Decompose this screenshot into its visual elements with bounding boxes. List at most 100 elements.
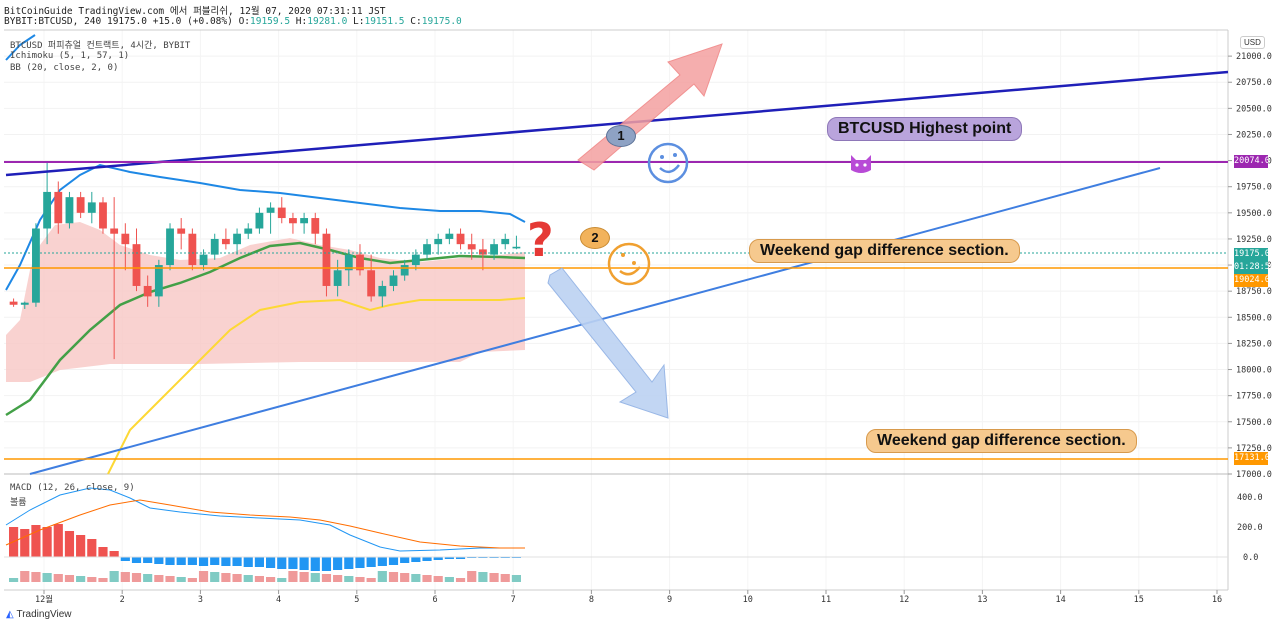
candle-body — [277, 207, 286, 219]
scenario-2-badge[interactable]: 2 — [580, 227, 610, 249]
x-tick-label: 16 — [1212, 595, 1222, 605]
candle-body — [87, 202, 96, 213]
volume-bar — [9, 578, 19, 582]
volume-bar — [277, 578, 287, 582]
bearish-arrow — [547, 267, 669, 419]
x-tick-label: 9 — [667, 595, 672, 605]
volume-bar — [299, 572, 309, 582]
candle-body — [266, 207, 275, 213]
volume-bar — [321, 574, 332, 582]
candle-body — [367, 270, 376, 297]
candle-body — [221, 238, 230, 245]
legend-macd[interactable]: MACD (12, 26, close, 9) — [10, 483, 135, 493]
y-tick-label: 20250.0 — [1236, 130, 1272, 140]
volume-bar — [254, 576, 264, 582]
candle-body — [154, 265, 163, 297]
y-tick-label: 18000.0 — [1236, 366, 1272, 376]
candle-body — [311, 218, 320, 234]
currency-button[interactable]: USD — [1240, 36, 1265, 49]
legend-ichimoku[interactable]: Ichimoku (5, 1, 57, 1) — [10, 51, 130, 61]
legend-volume[interactable]: 볼륨 — [10, 498, 27, 508]
price-label-gap-lower: 17131.0 — [1234, 452, 1270, 465]
macd-histogram-bar — [455, 557, 466, 559]
legend-title[interactable]: BTCUSD 퍼피츄얼 컨트랙트, 4시간, BYBIT — [10, 41, 191, 51]
candle-body — [166, 228, 174, 266]
weekend-gap-callout-lower[interactable]: Weekend gap difference section. — [866, 429, 1137, 453]
scenario-1-badge[interactable]: 1 — [606, 125, 636, 147]
x-tick-label: 4 — [276, 595, 281, 605]
candle-body — [233, 233, 241, 245]
volume-bar — [154, 575, 164, 582]
candle-body — [121, 233, 130, 245]
weekend-gap-callout-upper[interactable]: Weekend gap difference section. — [749, 239, 1020, 263]
macd-histogram-bar — [388, 557, 399, 565]
low-value: 19151.5 — [364, 16, 405, 27]
open-value: 19159.5 — [250, 16, 291, 27]
open-label: O: — [238, 16, 251, 27]
macd-histogram-bar — [109, 551, 119, 557]
volume-bar — [87, 577, 97, 582]
volume-bar — [143, 574, 153, 582]
candle-body — [9, 301, 18, 305]
candle-body — [43, 191, 52, 229]
candle-body — [132, 244, 141, 286]
volume-bar — [210, 572, 220, 582]
macd-histogram-bar — [221, 557, 231, 566]
macd-histogram-bar — [87, 539, 97, 557]
candle-body — [199, 254, 208, 266]
high-value: 19281.0 — [307, 16, 348, 27]
y-tick-label: 19250.0 — [1236, 235, 1272, 245]
macd-line — [5, 487, 525, 552]
y-tick-label: 17750.0 — [1236, 392, 1272, 402]
candle-body — [411, 254, 420, 266]
macd-histogram-bar — [198, 557, 209, 566]
macd-histogram-bar — [165, 557, 175, 565]
macd-histogram-bar — [243, 557, 253, 567]
highest-point-callout[interactable]: BTCUSD Highest point — [827, 117, 1023, 141]
bb-upper-line-start — [5, 34, 36, 61]
tradingview-logo[interactable]: ◭ TradingView — [6, 609, 72, 620]
volume-bar — [333, 575, 343, 582]
macd-histogram-bar — [266, 557, 276, 568]
volume-bar — [377, 571, 387, 582]
volume-bar — [165, 576, 175, 582]
volume-bar — [288, 571, 298, 582]
macd-tick-400: 400.0 — [1237, 493, 1263, 503]
candle-body — [244, 228, 253, 234]
last-price: 19175.0 — [106, 16, 148, 27]
macd-histogram-bar — [366, 557, 376, 567]
macd-histogram-bar — [31, 525, 41, 557]
candle-body — [20, 302, 29, 305]
macd-histogram-bar — [64, 531, 75, 557]
macd-tick-200: 200.0 — [1237, 523, 1263, 533]
macd-histogram-bar — [444, 557, 454, 559]
y-tick-label: 17000.0 — [1236, 470, 1272, 480]
close-value: 19175.0 — [421, 16, 462, 27]
volume-bar — [232, 574, 242, 582]
legend-bb[interactable]: BB (20, close, 2, 0) — [10, 63, 119, 73]
macd-histogram-bar — [131, 557, 142, 563]
macd-histogram-bar — [277, 557, 287, 569]
bb-lower-line — [107, 297, 526, 475]
macd-histogram-bar — [210, 557, 220, 565]
candle-body — [99, 202, 107, 229]
volume-bar — [53, 574, 63, 582]
candle-body — [467, 244, 476, 250]
y-tick-label: 20500.0 — [1236, 104, 1272, 114]
volume-bar — [500, 574, 510, 582]
candle-body — [490, 244, 498, 255]
macd-histogram-bar — [310, 557, 320, 571]
candle-body — [478, 249, 487, 255]
candle-body — [110, 228, 119, 234]
y-tick-label: 18500.0 — [1236, 313, 1272, 323]
candle-body — [378, 285, 387, 297]
y-tick-label: 17500.0 — [1236, 418, 1272, 428]
close-label: C: — [410, 16, 422, 27]
price-label-countdown: 01:28:50 — [1234, 261, 1275, 274]
volume-bar — [444, 577, 454, 582]
candle-body — [289, 218, 297, 224]
low-label: L: — [353, 16, 365, 27]
candle-body — [344, 254, 353, 271]
macd-histogram-bar — [288, 557, 298, 569]
